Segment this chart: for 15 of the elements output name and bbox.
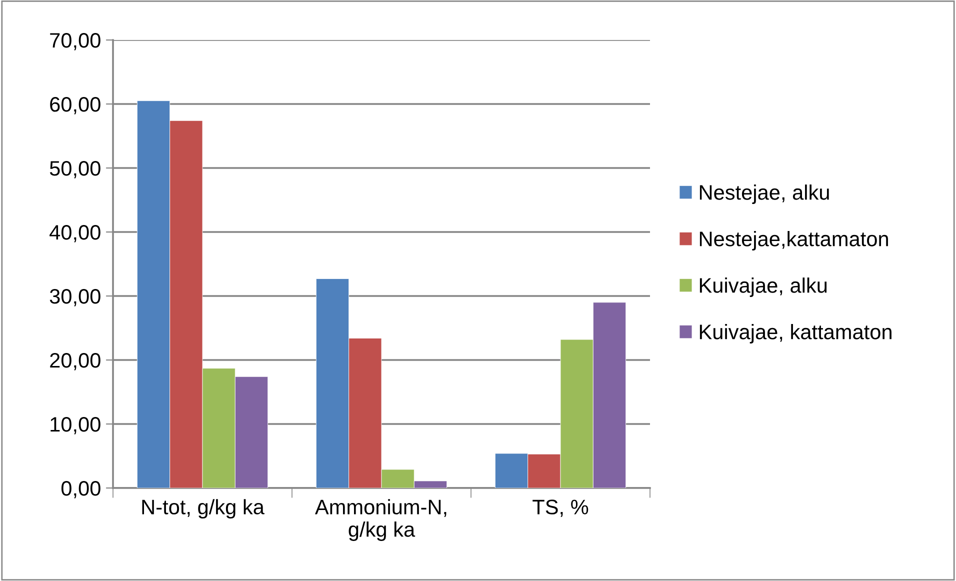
y-tick-label: 70,00 — [50, 33, 100, 50]
y-tick-label: 60,00 — [50, 97, 100, 114]
legend-label: Nestejae,kattamaton — [700, 231, 888, 250]
y-tick-label: 30,00 — [50, 289, 100, 306]
x-tick-label: TS, % — [532, 500, 588, 517]
legend-label: Nestejae, alku — [700, 184, 829, 204]
y-tick-label: 10,00 — [50, 417, 100, 434]
x-tick-label: Ammonium-N, g/kg ka — [314, 499, 446, 541]
y-tick-label: 0,00 — [61, 481, 100, 498]
y-tick-label: 50,00 — [50, 161, 100, 178]
y-tick-label: 20,00 — [50, 353, 100, 370]
y-tick-label: 40,00 — [50, 225, 100, 242]
legend-label: Kuivajae, kattamaton — [700, 324, 892, 344]
legend-label: Kuivajae, alku — [700, 278, 827, 297]
x-tick-label: N-tot, g/kg ka — [142, 499, 264, 519]
